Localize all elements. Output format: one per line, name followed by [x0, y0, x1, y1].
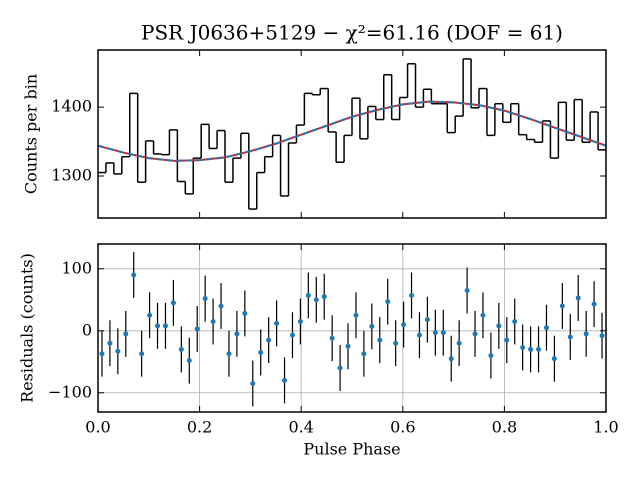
- residual-point: [250, 380, 256, 386]
- residual-point: [282, 377, 288, 383]
- residual-point: [297, 318, 303, 324]
- residual-point: [591, 301, 597, 307]
- residual-point: [313, 297, 319, 303]
- residual-point: [258, 349, 264, 355]
- residual-point: [448, 356, 454, 362]
- residual-point: [456, 340, 462, 346]
- residual-point: [472, 331, 478, 337]
- residual-point: [504, 337, 510, 343]
- residual-point: [266, 337, 272, 343]
- residual-point: [99, 351, 105, 357]
- residual-point: [393, 340, 399, 346]
- residual-point: [147, 312, 153, 318]
- residual-point: [337, 365, 343, 371]
- residual-point: [242, 310, 248, 316]
- residual-point: [575, 295, 581, 301]
- residual-point: [488, 353, 494, 359]
- residual-point: [305, 292, 311, 298]
- residual-point: [194, 326, 200, 332]
- residual-point: [496, 323, 502, 329]
- residual-point: [543, 325, 549, 331]
- residual-point: [131, 272, 137, 278]
- plot-frame: [97, 243, 607, 413]
- model-line: [97, 100, 607, 162]
- x-tick-label: 0.2: [187, 418, 212, 437]
- y-axis-label: Residuals (counts): [18, 253, 37, 403]
- residual-point: [162, 323, 168, 329]
- x-axis-label: Pulse Phase: [303, 440, 400, 459]
- residual-point: [170, 300, 176, 306]
- residual-point: [361, 351, 367, 357]
- residual-point: [377, 337, 383, 343]
- residual-point: [536, 346, 542, 352]
- residual-point: [369, 323, 375, 329]
- residual-point: [385, 299, 391, 305]
- x-tick-label: 0.6: [390, 418, 415, 437]
- residual-point: [178, 346, 184, 352]
- residual-point: [416, 332, 422, 338]
- residual-point: [432, 330, 438, 336]
- residual-point: [401, 322, 407, 328]
- residual-point: [464, 287, 470, 293]
- residual-point: [218, 303, 224, 309]
- y-tick-label: 100: [61, 258, 92, 277]
- residual-point: [440, 330, 446, 336]
- residual-point: [424, 317, 430, 323]
- x-tick-label: 0.0: [85, 418, 110, 437]
- residual-point: [289, 332, 295, 338]
- residual-point: [274, 320, 280, 326]
- residual-point: [139, 351, 145, 357]
- residual-point: [107, 340, 113, 346]
- residual-point: [583, 331, 589, 337]
- residual-point: [480, 312, 486, 318]
- residual-point: [345, 343, 351, 349]
- x-tick-label: 1.0: [593, 418, 618, 437]
- residual-point: [115, 348, 121, 354]
- y-tick-label: 0: [82, 320, 92, 339]
- y-tick-label: −100: [48, 382, 92, 401]
- residual-point: [155, 323, 161, 329]
- residual-point: [329, 335, 335, 341]
- residual-point: [226, 351, 232, 357]
- residual-point: [353, 312, 359, 318]
- residual-point: [520, 345, 526, 351]
- y-tick-label: 1400: [51, 97, 92, 116]
- residual-point: [123, 331, 129, 337]
- chart-title: PSR J0636+5129 − χ²=61.16 (DOF = 61): [141, 21, 563, 45]
- residual-point: [186, 358, 192, 364]
- y-tick-label: 1300: [51, 166, 92, 185]
- residual-point: [599, 333, 605, 339]
- x-tick-label: 0.8: [492, 418, 517, 437]
- residual-point: [321, 294, 327, 300]
- plot-frame: [97, 49, 607, 219]
- residual-point: [528, 346, 534, 352]
- residual-point: [409, 292, 415, 298]
- residual-point: [210, 318, 216, 324]
- x-tick-label: 0.4: [288, 418, 313, 437]
- residual-point: [234, 331, 240, 337]
- residual-point: [567, 334, 573, 340]
- residual-point: [551, 356, 557, 362]
- y-axis-label: Counts per bin: [22, 74, 41, 194]
- residual-point: [512, 318, 518, 324]
- residual-point: [202, 296, 208, 302]
- residual-point: [559, 303, 565, 309]
